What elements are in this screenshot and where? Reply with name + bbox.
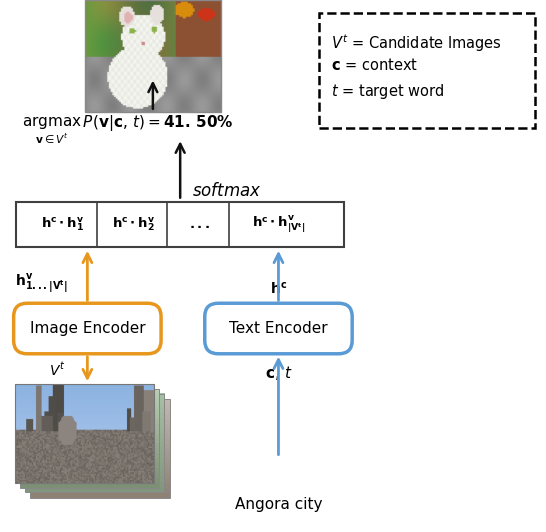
FancyBboxPatch shape (319, 13, 535, 128)
Text: $t$ = target word: $t$ = target word (331, 82, 445, 101)
Text: $\mathbf{h^c \cdot h_1^v}$: $\mathbf{h^c \cdot h_1^v}$ (41, 216, 84, 233)
Text: $\underset{\mathbf{v} \in V^t}{\mathrm{argmax}}\, P(\mathbf{v}|\mathbf{c},\, t) : $\underset{\mathbf{v} \in V^t}{\mathrm{a… (22, 113, 234, 145)
Bar (16, 202, 344, 247)
Text: $\mathbf{...}$: $\mathbf{...}$ (189, 218, 210, 231)
Text: Image Encoder: Image Encoder (29, 321, 145, 336)
Bar (85, 0, 221, 112)
Text: $V^t$ = Candidate Images: $V^t$ = Candidate Images (331, 32, 502, 54)
Text: $\mathbf{c}$ = context: $\mathbf{c}$ = context (331, 57, 419, 73)
Text: $\mathbf{c},\, t$: $\mathbf{c},\, t$ (265, 364, 292, 383)
Text: Angora city: Angora city (235, 497, 322, 512)
FancyBboxPatch shape (14, 303, 161, 354)
Text: $\mathbf{h^v_{1...|V^t|}}$: $\mathbf{h^v_{1...|V^t|}}$ (15, 271, 67, 296)
Text: $\mathbf{h^c}$: $\mathbf{h^c}$ (270, 280, 287, 296)
Bar (20, 389, 159, 487)
FancyBboxPatch shape (205, 303, 352, 354)
Text: $V^t$: $V^t$ (49, 361, 66, 379)
Text: Text Encoder: Text Encoder (229, 321, 328, 336)
Bar (15, 384, 154, 483)
Text: $\mathbf{h^c \cdot h_2^v}$: $\mathbf{h^c \cdot h_2^v}$ (112, 216, 155, 233)
Bar (30, 399, 169, 498)
Bar (25, 394, 164, 493)
Text: $\mathbf{h^c \cdot h_{|V^t|}^v}$: $\mathbf{h^c \cdot h_{|V^t|}^v}$ (252, 214, 305, 235)
Text: $\mathit{softmax}$: $\mathit{softmax}$ (192, 181, 262, 200)
